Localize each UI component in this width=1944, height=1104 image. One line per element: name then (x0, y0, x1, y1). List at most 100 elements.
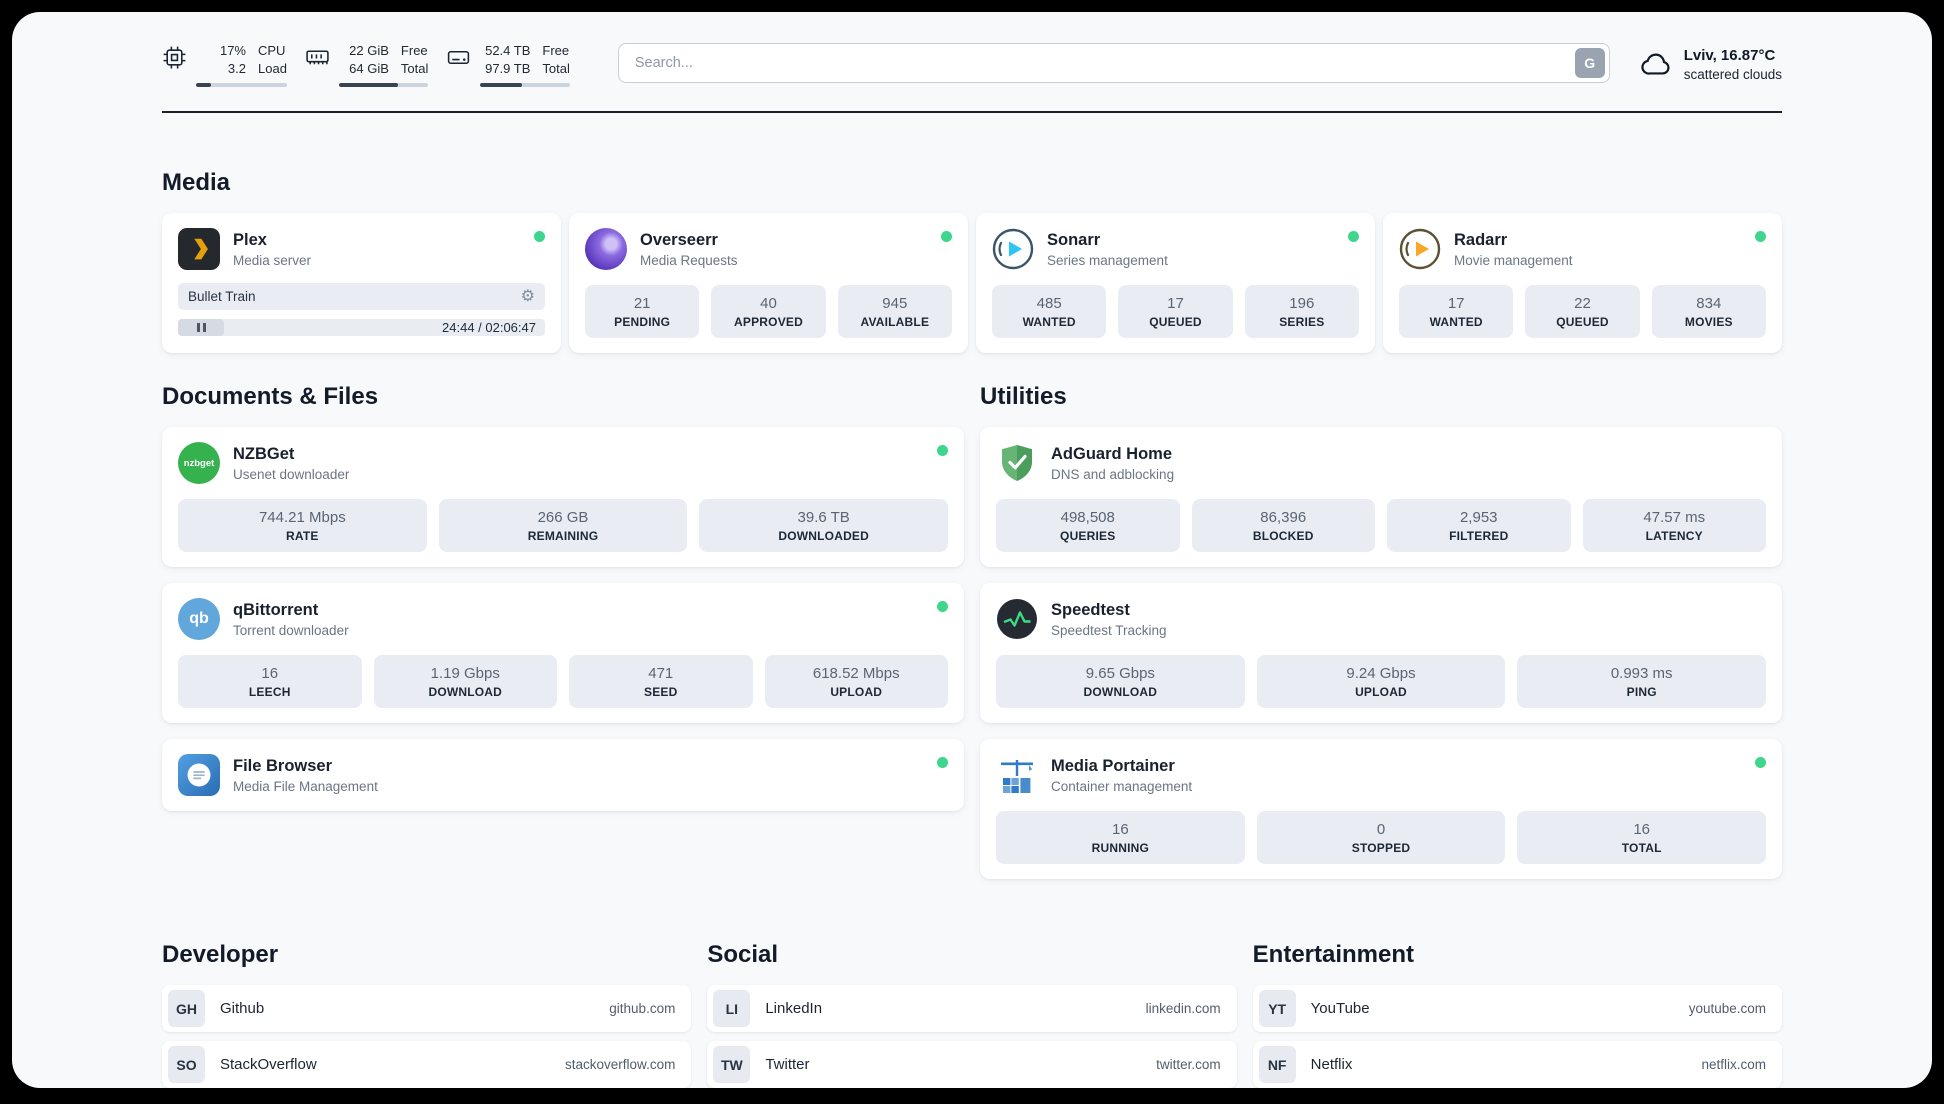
stat-value: 618.52 Mbps (812, 665, 900, 683)
stat-label: RATE (286, 529, 319, 544)
stat-label: SERIES (1279, 315, 1325, 330)
weather-location: Lviv, 16.87°C (1683, 47, 1776, 64)
bookmark-name: StackOverflow (220, 1056, 317, 1074)
bookmark-name: LinkedIn (765, 1000, 823, 1018)
stat-label: TOTAL (1621, 841, 1662, 856)
radarr-icon (1399, 228, 1441, 270)
ram-free-label: Free (400, 43, 428, 58)
bookmark-youtube[interactable]: YT YouTube youtube.com (1252, 985, 1782, 1033)
stat-tile: 21 PENDING (585, 285, 700, 339)
speedtest-card[interactable]: Speedtest Speedtest Tracking 9.65 Gbps DO… (980, 583, 1782, 724)
section-title-utilities: Utilities (980, 383, 1067, 411)
stat-tile: 196 SERIES (1244, 285, 1359, 339)
section-title-documents: Documents & Files (162, 383, 379, 411)
now-playing-title: Bullet Train (188, 289, 256, 305)
stat-label: QUERIES (1060, 529, 1116, 544)
bookmark-abbr: LI (713, 990, 751, 1028)
cpu-load-label: Load (258, 60, 287, 76)
bookmark-github[interactable]: GH Github github.com (162, 985, 692, 1033)
search-input[interactable] (617, 43, 1610, 83)
overseerr-icon (585, 228, 627, 271)
ram-progress-bar (338, 83, 429, 88)
stat-tile: 17 WANTED (1399, 285, 1514, 339)
stat-tile: 9.24 Gbps UPLOAD (1256, 655, 1506, 709)
stat-value: 0 (1376, 821, 1386, 839)
stat-tile: 39.6 TB DOWNLOADED (699, 499, 949, 553)
ram-icon (306, 50, 329, 65)
adguard-card[interactable]: AdGuard Home DNS and adblocking 498,508 Q… (980, 427, 1782, 568)
section-entertainment: Entertainment YT YouTube youtube.com NF … (1252, 941, 1782, 1088)
service-desc: Torrent downloader (233, 622, 349, 638)
plex-card[interactable]: Plex Media server Bullet Train ⚙ 24:44 /… (162, 213, 561, 354)
stat-value: 17 (1447, 295, 1465, 313)
stat-label: PING (1626, 685, 1657, 700)
plex-status-dot (534, 231, 545, 243)
section-media: Media Plex Media server (162, 169, 1782, 354)
bookmark-stackoverflow[interactable]: SO StackOverflow stackoverflow.com (162, 1041, 692, 1088)
stat-tile: 498,508 QUERIES (996, 499, 1180, 553)
stat-label: UPLOAD (1355, 685, 1407, 700)
stat-label: STOPPED (1351, 841, 1411, 856)
radarr-card[interactable]: Radarr Movie management 17 WANTED 22 QUEUE… (1383, 213, 1782, 354)
ram-progress-fill (338, 83, 398, 88)
stat-value: 39.6 TB (797, 509, 850, 527)
stat-tile: 86,396 BLOCKED (1191, 499, 1375, 553)
cpu-load-value: 3.2 (227, 60, 246, 76)
radarr-status-dot (1755, 231, 1766, 243)
service-name: Sonarr (1047, 230, 1101, 249)
stat-value: 9.65 Gbps (1085, 665, 1155, 683)
stat-label: AVAILABLE (860, 315, 930, 330)
bookmark-twitter[interactable]: TW Twitter twitter.com (707, 1041, 1237, 1088)
qbittorrent-card[interactable]: qb qBittorrent Torrent downloader 16 LEEC… (162, 583, 964, 724)
stat-value: 0.993 ms (1610, 665, 1673, 683)
stat-label: APPROVED (734, 315, 803, 330)
seek-bar[interactable]: 24:44 / 02:06:47 (178, 319, 545, 337)
speedtest-icon (996, 598, 1038, 640)
stat-value: 21 (633, 295, 651, 313)
disk-progress-bar (480, 83, 570, 88)
service-name: NZBGet (233, 444, 295, 463)
gear-icon[interactable]: ⚙ (520, 287, 535, 305)
filebrowser-status-dot (937, 757, 948, 769)
pause-button[interactable] (178, 319, 224, 337)
bookmark-linkedin[interactable]: LI LinkedIn linkedin.com (707, 985, 1237, 1033)
bookmark-netflix[interactable]: NF Netflix netflix.com (1252, 1041, 1782, 1088)
service-desc: Container management (1051, 778, 1193, 794)
service-desc: Media server (233, 252, 312, 268)
stat-label: RUNNING (1091, 841, 1150, 856)
service-name: Plex (233, 230, 267, 249)
qbittorrent-status-dot (937, 601, 948, 613)
stat-label: LATENCY (1645, 529, 1703, 544)
cpu-progress-bar (196, 83, 287, 88)
search-engine-button[interactable]: G (1574, 48, 1605, 78)
bookmark-abbr: GH (168, 990, 205, 1028)
service-desc: Speedtest Tracking (1051, 622, 1167, 638)
bookmark-domain: github.com (609, 1001, 676, 1017)
overseerr-card[interactable]: Overseerr Media Requests 21 PENDING 40 APP… (569, 213, 968, 354)
sonarr-card[interactable]: Sonarr Series management 485 WANTED 17 QUE… (976, 213, 1375, 354)
service-name: qBittorrent (233, 600, 319, 619)
service-name: Media Portainer (1051, 756, 1175, 775)
stat-value: 945 (882, 295, 908, 313)
bookmark-abbr: SO (168, 1046, 205, 1084)
stat-tile: 16 TOTAL (1517, 811, 1767, 865)
service-name: File Browser (233, 756, 333, 775)
stat-value: 471 (648, 665, 674, 683)
service-desc: Series management (1047, 252, 1168, 268)
bookmark-name: Github (220, 1000, 265, 1018)
bookmark-name: Netflix (1310, 1056, 1353, 1074)
portainer-card[interactable]: Media Portainer Container management 16 R… (980, 739, 1782, 880)
nzbget-card[interactable]: nzbget NZBGet Usenet downloader 744.21 M… (162, 427, 964, 568)
stat-tile: 2,953 FILTERED (1387, 499, 1571, 553)
service-desc: Media Requests (640, 252, 738, 268)
stat-label: SEED (644, 685, 678, 700)
stat-tile: 40 APPROVED (711, 285, 826, 339)
section-title-entertainment: Entertainment (1252, 941, 1415, 969)
stat-tile: 485 WANTED (992, 285, 1107, 339)
disk-widget: 52.4 TB 97.9 TB Free Total (446, 42, 570, 88)
filebrowser-card[interactable]: File Browser Media File Management (162, 739, 964, 812)
stat-value: 1.19 Gbps (430, 665, 500, 683)
sonarr-icon (992, 228, 1034, 270)
cpu-progress-fill (196, 83, 212, 88)
service-desc: Movie management (1454, 252, 1573, 268)
